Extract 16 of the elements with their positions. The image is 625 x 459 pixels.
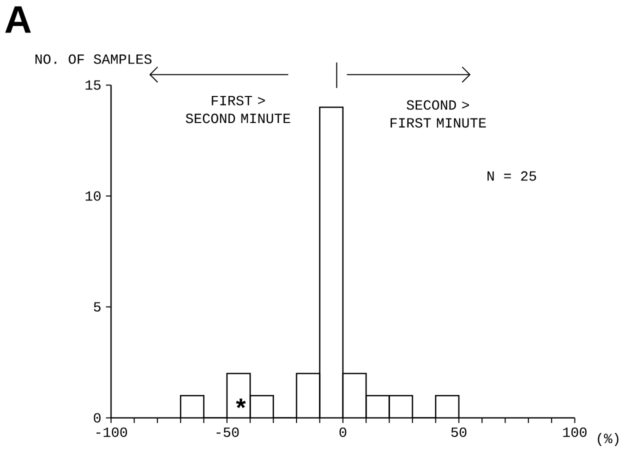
- y-axis-title: NO. OF SAMPLES: [35, 54, 152, 64]
- x-tick-label: -50: [216, 427, 239, 437]
- annotation: N = 25: [488, 171, 536, 181]
- x-tick-label: 100: [563, 427, 587, 437]
- y-tick-label: 5: [94, 302, 101, 312]
- annotation: *: [236, 398, 246, 408]
- x-tick-label: 0: [340, 427, 346, 437]
- chart-title: A: [5, 6, 31, 33]
- y-tick-label: 10: [86, 191, 101, 201]
- x-tick-label: -100: [96, 427, 128, 437]
- x-axis-title: (%): [598, 432, 618, 446]
- y-tick-label: 15: [86, 80, 101, 90]
- annotation: FIRST > SECOND MINUTE: [186, 96, 290, 124]
- annotation: SECOND > FIRST MINUTE: [390, 100, 486, 128]
- x-tick-label: 50: [451, 427, 466, 437]
- y-tick-label: 0: [94, 413, 101, 423]
